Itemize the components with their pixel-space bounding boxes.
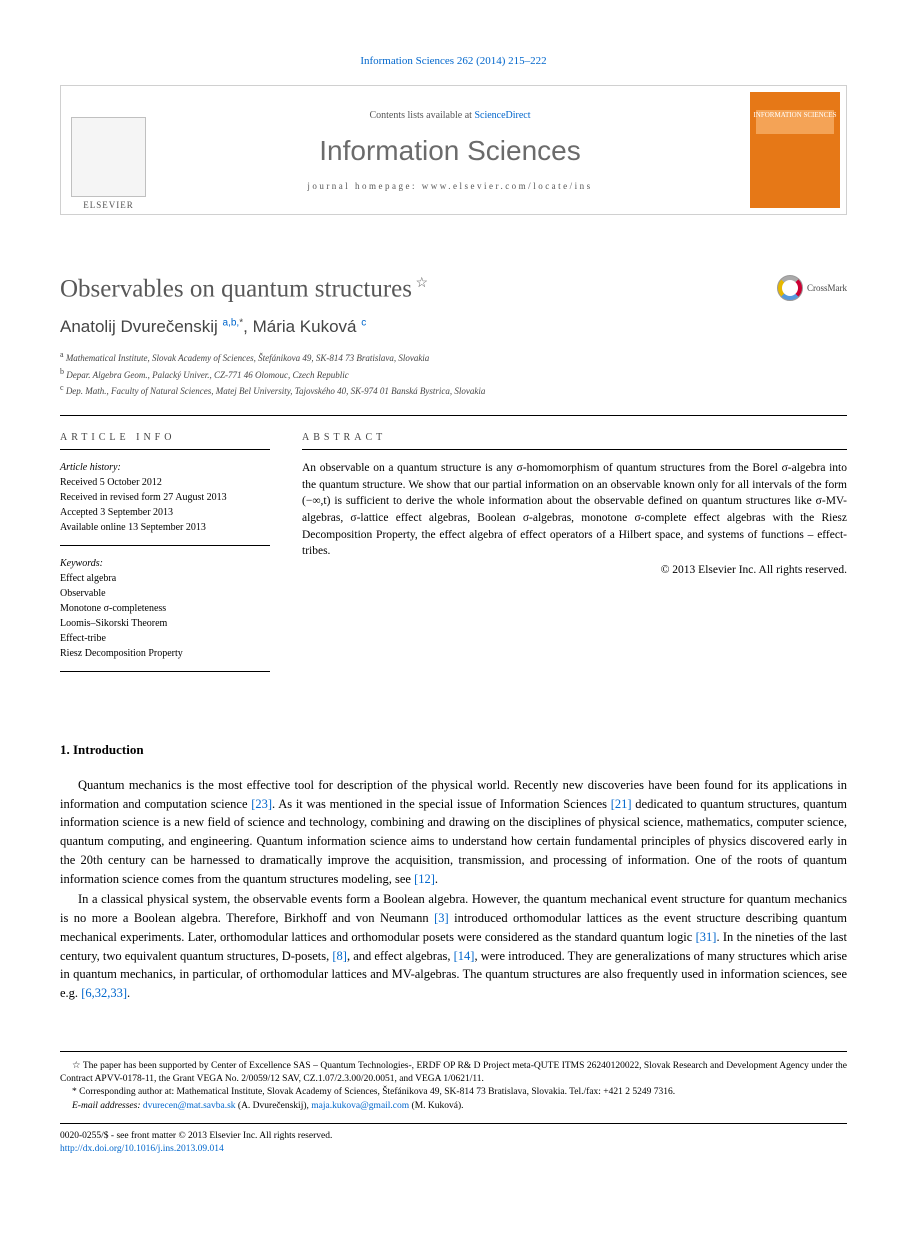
- footnote-text: Corresponding author at: Mathematical In…: [79, 1087, 675, 1097]
- citation[interactable]: Information Sciences 262 (2014) 215–222: [60, 55, 847, 67]
- journal-cover-thumb: INFORMATION SCIENCES: [750, 92, 840, 208]
- affiliations: a Mathematical Institute, Slovak Academy…: [60, 349, 847, 399]
- keyword: Effect algebra: [60, 571, 270, 586]
- email-link-1[interactable]: dvurecen@mat.savba.sk: [143, 1101, 236, 1111]
- history-revised: Received in revised form 27 August 2013: [60, 490, 270, 505]
- elsevier-label: ELSEVIER: [83, 200, 134, 210]
- copyright-footer: 0020-0255/$ - see front matter © 2013 El…: [60, 1130, 847, 1157]
- author-1: Anatolij Dvurečenskij: [60, 317, 218, 336]
- email-link-2[interactable]: maja.kukova@gmail.com: [311, 1101, 409, 1111]
- keyword: Monotone σ-completeness: [60, 601, 270, 616]
- para-text: .: [127, 986, 130, 1000]
- crossmark-icon: [777, 275, 803, 301]
- article-info-column: ARTICLE INFO Article history: Received 5…: [60, 416, 270, 672]
- keyword: Observable: [60, 586, 270, 601]
- authors: Anatolij Dvurečenskij a,b,*, Mária Kukov…: [60, 317, 847, 337]
- header-banner: ELSEVIER Contents lists available at Sci…: [60, 85, 847, 215]
- sciencedirect-link[interactable]: ScienceDirect: [474, 110, 530, 121]
- intro-para-1: Quantum mechanics is the most effective …: [60, 776, 847, 889]
- ref-link-12[interactable]: [12]: [414, 872, 435, 886]
- keywords-label: Keywords:: [60, 556, 270, 571]
- title-footnote-star-icon: ☆: [412, 276, 428, 291]
- homepage-line[interactable]: journal homepage: www.elsevier.com/locat…: [307, 181, 592, 191]
- history-label: Article history:: [60, 460, 270, 475]
- keywords-block: Keywords: Effect algebra Observable Mono…: [60, 546, 270, 672]
- cover-thumb-title: INFORMATION SCIENCES: [750, 112, 840, 120]
- author-2-affil-sup[interactable]: c: [361, 318, 366, 329]
- crossmark-label: CrossMark: [807, 283, 847, 293]
- history-online: Available online 13 September 2013: [60, 520, 270, 535]
- contents-prefix: Contents lists available at: [369, 110, 474, 121]
- history-accepted: Accepted 3 September 2013: [60, 505, 270, 520]
- elsevier-tree-icon: [71, 117, 146, 197]
- title-text: Observables on quantum structures: [60, 275, 412, 302]
- ref-link-8[interactable]: [8]: [332, 949, 347, 963]
- copyright-line: 0020-0255/$ - see front matter © 2013 El…: [60, 1130, 847, 1143]
- footnotes: ☆ The paper has been supported by Center…: [60, 1051, 847, 1113]
- footnote-corresponding: * Corresponding author at: Mathematical …: [60, 1086, 847, 1099]
- keyword: Riesz Decomposition Property: [60, 646, 270, 661]
- footnote-emails: E-mail addresses: dvurecen@mat.savba.sk …: [60, 1100, 847, 1113]
- para-text: .: [435, 872, 438, 886]
- para-text: , and effect algebras,: [347, 949, 454, 963]
- affiliation-c: Dep. Math., Faculty of Natural Sciences,…: [66, 386, 486, 396]
- journal-name: Information Sciences: [319, 135, 580, 167]
- author-1-affil-sup[interactable]: a,b,: [223, 318, 240, 329]
- ref-link-6-32-33[interactable]: [6,32,33]: [81, 986, 127, 1000]
- ref-link-14[interactable]: [14]: [454, 949, 475, 963]
- ref-link-3[interactable]: [3]: [434, 911, 449, 925]
- elsevier-logo-block: ELSEVIER: [61, 86, 156, 214]
- abstract-column: ABSTRACT An observable on a quantum stru…: [302, 416, 847, 672]
- abstract-copyright: © 2013 Elsevier Inc. All rights reserved…: [302, 564, 847, 576]
- article-title: Observables on quantum structures ☆: [60, 275, 428, 303]
- divider-bottom: [60, 1123, 847, 1124]
- article-info-head: ARTICLE INFO: [60, 432, 270, 450]
- doi-link[interactable]: http://dx.doi.org/10.1016/j.ins.2013.09.…: [60, 1144, 224, 1154]
- abstract-head: ABSTRACT: [302, 432, 847, 450]
- contents-line: Contents lists available at ScienceDirec…: [369, 110, 530, 121]
- intro-para-2: In a classical physical system, the obse…: [60, 890, 847, 1003]
- ref-link-21[interactable]: [21]: [611, 797, 632, 811]
- email-label: E-mail addresses:: [72, 1101, 141, 1111]
- corresponding-star-icon: *: [239, 318, 243, 329]
- email-owner-1: (A. Dvurečenskij),: [236, 1101, 312, 1111]
- banner-center: Contents lists available at ScienceDirec…: [156, 86, 744, 214]
- footnote-funding: ☆ The paper has been supported by Center…: [60, 1060, 847, 1087]
- affiliation-a: Mathematical Institute, Slovak Academy o…: [66, 353, 430, 363]
- affiliation-b: Depar. Algebra Geom., Palacký Univer., C…: [66, 370, 349, 380]
- footnote-text: The paper has been supported by Center o…: [60, 1061, 847, 1084]
- keyword: Loomis–Sikorski Theorem: [60, 616, 270, 631]
- para-text: . As it was mentioned in the special iss…: [272, 797, 611, 811]
- abstract-text: An observable on a quantum structure is …: [302, 450, 847, 560]
- author-2: Mária Kuková: [253, 317, 357, 336]
- section-1-head: 1. Introduction: [60, 742, 847, 758]
- ref-link-31[interactable]: [31]: [696, 930, 717, 944]
- history-received: Received 5 October 2012: [60, 475, 270, 490]
- keyword: Effect-tribe: [60, 631, 270, 646]
- article-history: Article history: Received 5 October 2012…: [60, 450, 270, 546]
- email-owner-2: (M. Kuková).: [409, 1101, 463, 1111]
- crossmark-badge[interactable]: CrossMark: [777, 275, 847, 301]
- ref-link-23[interactable]: [23]: [251, 797, 272, 811]
